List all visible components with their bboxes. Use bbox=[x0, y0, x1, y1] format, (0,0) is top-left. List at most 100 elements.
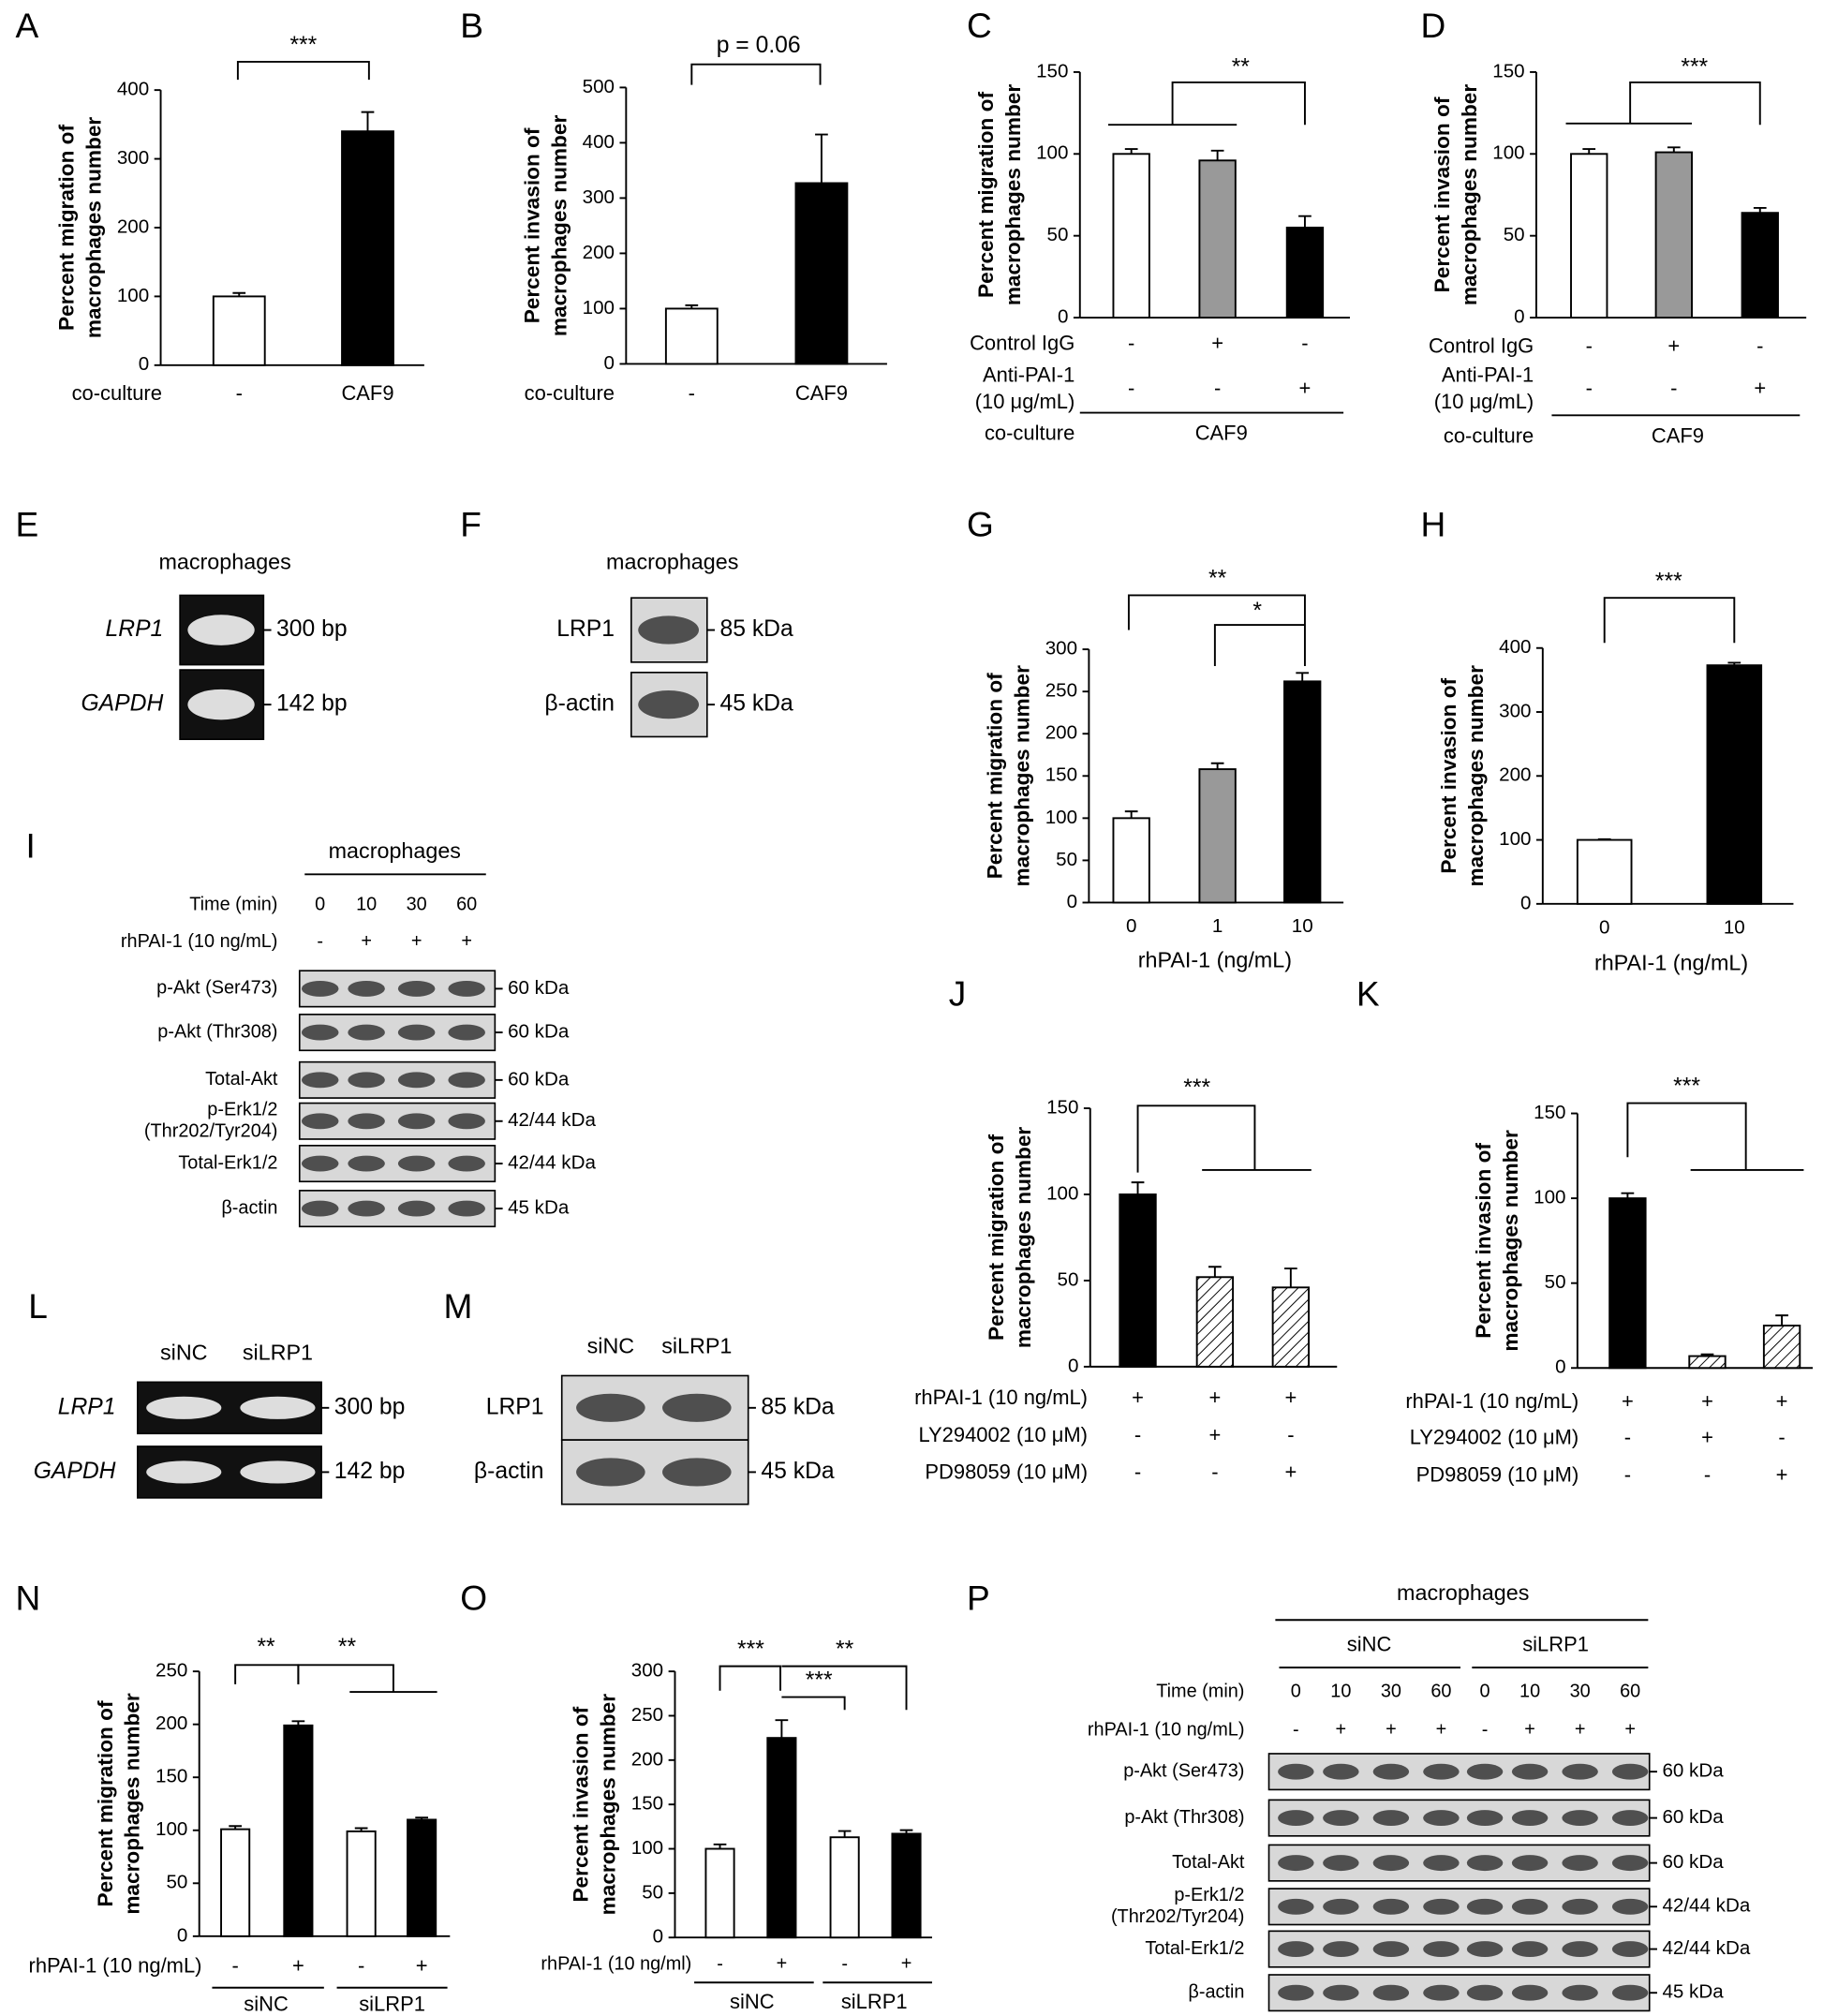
size-label: 60 kDa bbox=[1662, 1851, 1724, 1873]
significance-label: *** bbox=[1681, 54, 1708, 80]
bar bbox=[212, 295, 266, 366]
band bbox=[348, 1155, 385, 1172]
band bbox=[1562, 1941, 1598, 1958]
y-axis-label: macrophages number bbox=[596, 1694, 619, 1916]
row-label: LRP1 bbox=[486, 1394, 544, 1419]
condition-mark: 10 bbox=[356, 894, 377, 914]
band bbox=[1278, 1941, 1314, 1958]
size-label: 42/44 kDa bbox=[508, 1109, 596, 1131]
condition-mark: + bbox=[1776, 1389, 1788, 1413]
y-tick-label: 150 bbox=[631, 1793, 663, 1815]
error-bar bbox=[1208, 1266, 1222, 1278]
band bbox=[1372, 1941, 1410, 1958]
band bbox=[348, 1024, 385, 1041]
band bbox=[1423, 1855, 1460, 1872]
condition-mark: 60 bbox=[1620, 1681, 1640, 1701]
condition-label: Control IgG bbox=[970, 332, 1075, 355]
size-label: 142 bp bbox=[276, 691, 348, 717]
band bbox=[348, 980, 385, 997]
band bbox=[1511, 1941, 1549, 1958]
bar bbox=[766, 1737, 797, 1939]
row-label: Total-Erk1/2 bbox=[1145, 1938, 1244, 1959]
condition-mark: + bbox=[1776, 1462, 1788, 1486]
bar bbox=[220, 1828, 251, 1937]
condition-mark: + bbox=[901, 1953, 912, 1974]
size-label: 42/44 kDa bbox=[1662, 1937, 1750, 1959]
condition-label: rhPAI-1 (10 ng/mL) bbox=[1405, 1389, 1578, 1413]
band bbox=[1323, 1898, 1359, 1915]
condition-mark: + bbox=[1132, 1386, 1144, 1409]
condition-mark: + bbox=[1624, 1720, 1636, 1741]
y-tick-label: 300 bbox=[631, 1660, 663, 1682]
condition-mark: 30 bbox=[407, 894, 427, 914]
significance-bracket bbox=[781, 1696, 846, 1711]
error-bar bbox=[775, 1719, 789, 1739]
y-tick-label: 50 bbox=[1545, 1271, 1566, 1293]
y-axis-label: Percent migration of bbox=[974, 92, 998, 298]
condition-mark: 0 bbox=[1480, 1681, 1490, 1701]
condition-mark: - bbox=[1301, 332, 1308, 355]
condition-mark: - bbox=[236, 381, 243, 405]
condition-mark: + bbox=[1701, 1426, 1713, 1449]
panel-letter: A bbox=[15, 6, 38, 45]
condition-label: PD98059 (10 μM) bbox=[1416, 1462, 1579, 1486]
band bbox=[1611, 1941, 1649, 1958]
y-tick-label: 250 bbox=[631, 1704, 663, 1726]
panel-letter: N bbox=[15, 1578, 40, 1617]
significance-bracket bbox=[781, 1665, 908, 1711]
y-tick-label: 400 bbox=[583, 131, 615, 153]
condition-mark: + bbox=[361, 931, 372, 952]
band bbox=[187, 689, 255, 720]
y-axis-label: Percent invasion of bbox=[1472, 1143, 1495, 1339]
y-tick-label: 50 bbox=[1047, 224, 1069, 245]
band bbox=[1611, 1984, 1649, 2001]
row-label: β-actin bbox=[544, 691, 615, 717]
significance-bracket bbox=[297, 1664, 394, 1693]
significance-label: *** bbox=[1183, 1075, 1210, 1101]
band bbox=[301, 1113, 339, 1130]
error-bar bbox=[1296, 672, 1310, 682]
y-tick-label: 100 bbox=[1499, 828, 1531, 850]
band bbox=[662, 1458, 732, 1487]
band bbox=[448, 1200, 485, 1217]
condition-mark: 0 bbox=[315, 894, 325, 914]
band bbox=[1611, 1810, 1649, 1827]
band bbox=[1611, 1855, 1649, 1872]
error-bar bbox=[899, 1829, 913, 1834]
blot-header: macrophages bbox=[1397, 1580, 1529, 1605]
band bbox=[1611, 1898, 1649, 1915]
y-axis-label: macrophages number bbox=[1499, 1130, 1522, 1352]
condition-label: (10 μg/mL) bbox=[1434, 390, 1534, 413]
error-bar bbox=[815, 133, 828, 184]
y-tick-label: 200 bbox=[1499, 764, 1531, 786]
band bbox=[1466, 1810, 1504, 1827]
y-tick-label: 50 bbox=[1056, 849, 1077, 870]
bar bbox=[1762, 1325, 1801, 1370]
condition-label: co-culture bbox=[72, 381, 162, 405]
y-tick-label: 150 bbox=[1036, 60, 1068, 82]
condition-mark: - bbox=[317, 931, 323, 952]
y-tick-label: 100 bbox=[1534, 1187, 1565, 1208]
x-tick-label: 10 bbox=[1292, 915, 1313, 937]
band bbox=[1372, 1855, 1410, 1872]
size-label: 60 kDa bbox=[1662, 1806, 1724, 1828]
y-tick-label: 200 bbox=[631, 1748, 663, 1770]
error-bar bbox=[1667, 146, 1681, 153]
band bbox=[1278, 1898, 1314, 1915]
error-bar bbox=[1621, 1192, 1635, 1199]
band bbox=[1323, 1941, 1359, 1958]
row-label: LRP1 bbox=[106, 616, 164, 642]
band bbox=[240, 1460, 316, 1484]
significance-label: * bbox=[1252, 599, 1262, 624]
significance-label: *** bbox=[737, 1638, 764, 1663]
y-tick-label: 100 bbox=[631, 1837, 663, 1859]
error-bar bbox=[232, 291, 246, 297]
condition-mark: - bbox=[1214, 377, 1221, 400]
band bbox=[397, 980, 436, 997]
significance-bracket bbox=[1603, 597, 1736, 644]
bar bbox=[1285, 226, 1325, 319]
band bbox=[301, 980, 339, 997]
band bbox=[448, 1113, 485, 1130]
bar bbox=[407, 1818, 437, 1937]
condition-mark: + bbox=[1208, 1386, 1221, 1409]
